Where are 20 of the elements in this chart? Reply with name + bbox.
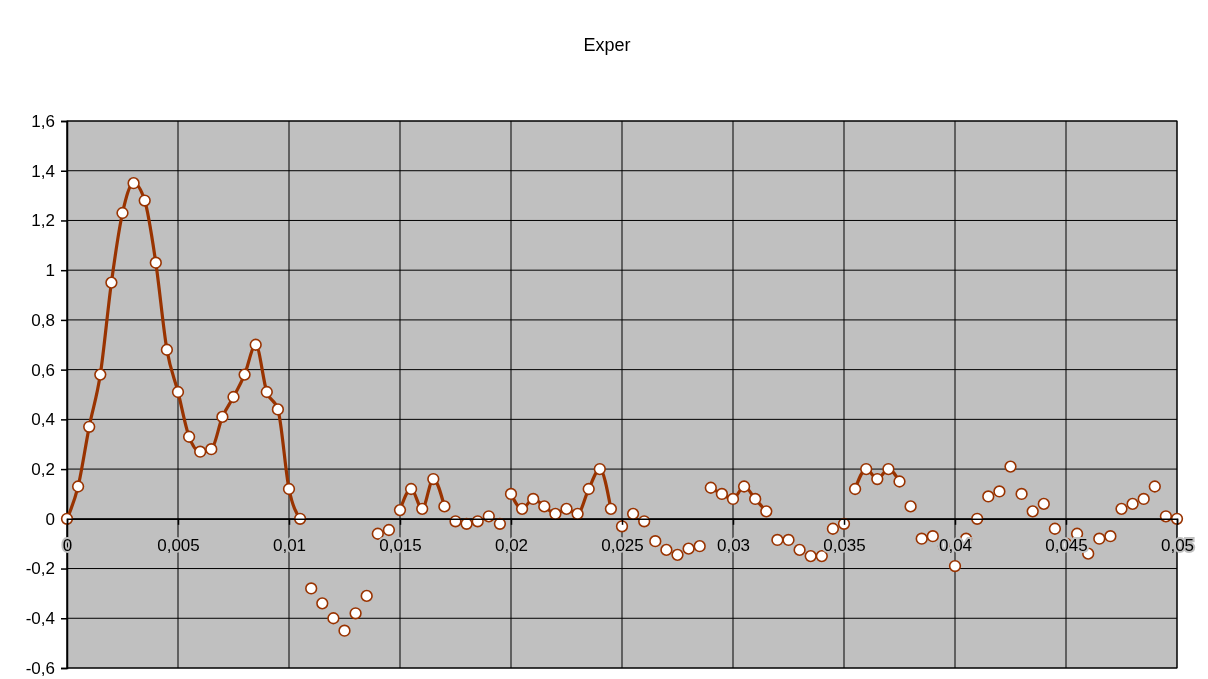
y-tick-label: 1,4: [31, 161, 55, 181]
x-tick-label: 0,02: [494, 535, 529, 555]
y-tick-label: 1: [45, 261, 55, 281]
y-tick-label: -0,6: [25, 658, 55, 678]
y-tick-label: 1,6: [31, 111, 55, 131]
x-tick-label: 0,03: [716, 535, 751, 555]
y-tick-label: 0: [45, 509, 55, 529]
y-tick-label: -0,2: [25, 559, 55, 579]
y-tick-label: 0,8: [31, 310, 55, 330]
x-tick-label: 0,015: [379, 535, 422, 555]
x-tick-label: 0,01: [272, 535, 307, 555]
x-tick-label: 0,005: [157, 535, 200, 555]
x-tick-label: 0,025: [601, 535, 644, 555]
y-tick-label: -0,4: [25, 609, 55, 629]
chart-title: Exper: [583, 35, 631, 55]
y-tick-label: 1,2: [31, 211, 55, 231]
y-tick-label: 0,6: [31, 360, 55, 380]
y-tick-label: 0,2: [31, 460, 55, 480]
y-tick-label: 0,4: [31, 410, 55, 430]
x-tick-label: 0,035: [823, 535, 866, 555]
